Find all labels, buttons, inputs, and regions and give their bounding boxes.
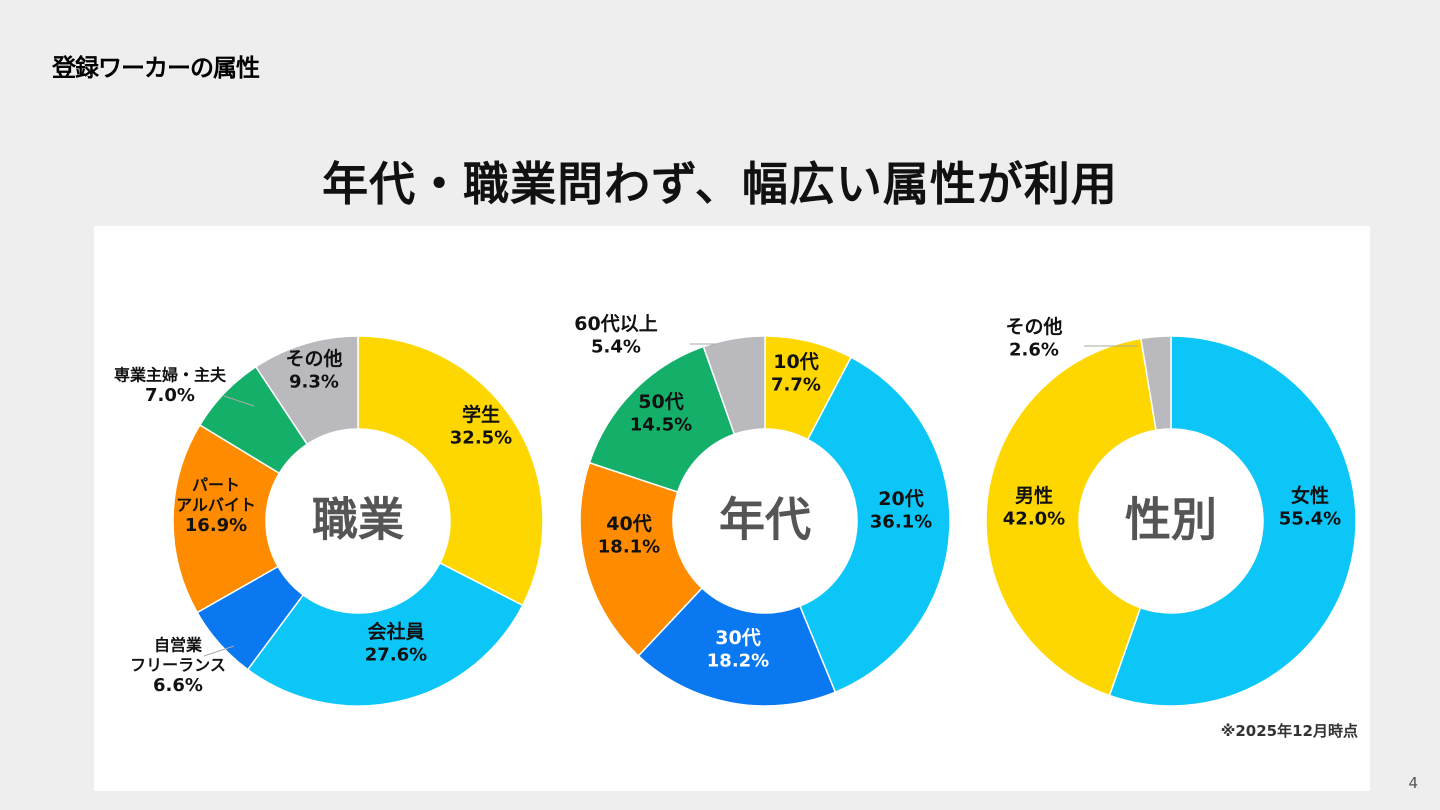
leader-line (203, 645, 235, 657)
chart-panel: 学生 32.5% 会社員 27.6% 自営業 フリーランス 6.6% パート アルバイト 16.9… (94, 226, 1370, 791)
slice-category-label: 女性 (1291, 484, 1329, 507)
slice-category-label: フリーランス (130, 656, 226, 675)
donut-slice (798, 356, 951, 694)
slice-category-label: 20代 (878, 488, 923, 510)
slice-category-label: 40代 (606, 513, 651, 535)
donut-slice (1140, 335, 1172, 432)
slice-category-label: アルバイト (176, 496, 256, 515)
slice-value-label: 16.9% (185, 515, 247, 536)
slice-value-label: 5.4% (591, 337, 641, 358)
donut-center-label: 職業 (312, 493, 404, 547)
slide-label: 登録ワーカーの属性 (52, 54, 260, 82)
slice-value-label: 18.2% (707, 651, 769, 672)
slice-category-label: 自営業 (154, 636, 203, 655)
donut-slice (254, 335, 359, 446)
donut-slice (985, 337, 1157, 697)
slice-category-label: 30代 (715, 627, 760, 649)
donut-slice (246, 561, 524, 707)
donut-slice (637, 587, 837, 707)
slice-value-label: 27.6% (365, 645, 427, 666)
donut-center-label: 性別 (1125, 493, 1217, 547)
slice-category-label: 学生 (462, 403, 500, 426)
slice-value-label: 9.3% (289, 372, 339, 393)
slice-value-label: 55.4% (1279, 509, 1341, 530)
slice-value-label: 14.5% (630, 415, 692, 436)
slice-category-label: 60代以上 (574, 313, 657, 335)
slice-value-label: 7.7% (771, 375, 821, 396)
slice-category-label: 50代 (638, 391, 683, 413)
slice-value-label: 18.1% (598, 537, 660, 558)
slice-value-label: 42.0% (1003, 509, 1065, 530)
donut-slice (357, 335, 544, 607)
slice-value-label: 7.0% (145, 385, 195, 406)
slice-category-label: 専業主婦・主夫 (114, 366, 227, 385)
slice-category-label: その他 (1005, 315, 1062, 338)
slice-category-label: パート (192, 476, 240, 495)
donut-center-label: 年代 (719, 493, 811, 547)
donut-slice (172, 423, 281, 614)
date-note: ※2025年12月時点 (1220, 722, 1358, 740)
slice-category-label: 会社員 (367, 620, 424, 643)
slice-category-label: 10代 (773, 351, 818, 373)
slice-value-label: 6.6% (153, 675, 203, 696)
slice-value-label: 2.6% (1009, 340, 1059, 361)
slice-value-label: 32.5% (450, 428, 512, 449)
slice-category-label: その他 (285, 347, 342, 370)
leader-line (223, 395, 255, 407)
donut-slice (579, 461, 704, 657)
headline: 年代・職業問わず、幅広い属性が利用 (322, 157, 1118, 211)
page-number: 4 (1408, 774, 1418, 792)
donut-slice (702, 335, 766, 436)
slice-category-label: 男性 (1015, 484, 1053, 507)
slice-value-label: 36.1% (870, 512, 932, 533)
